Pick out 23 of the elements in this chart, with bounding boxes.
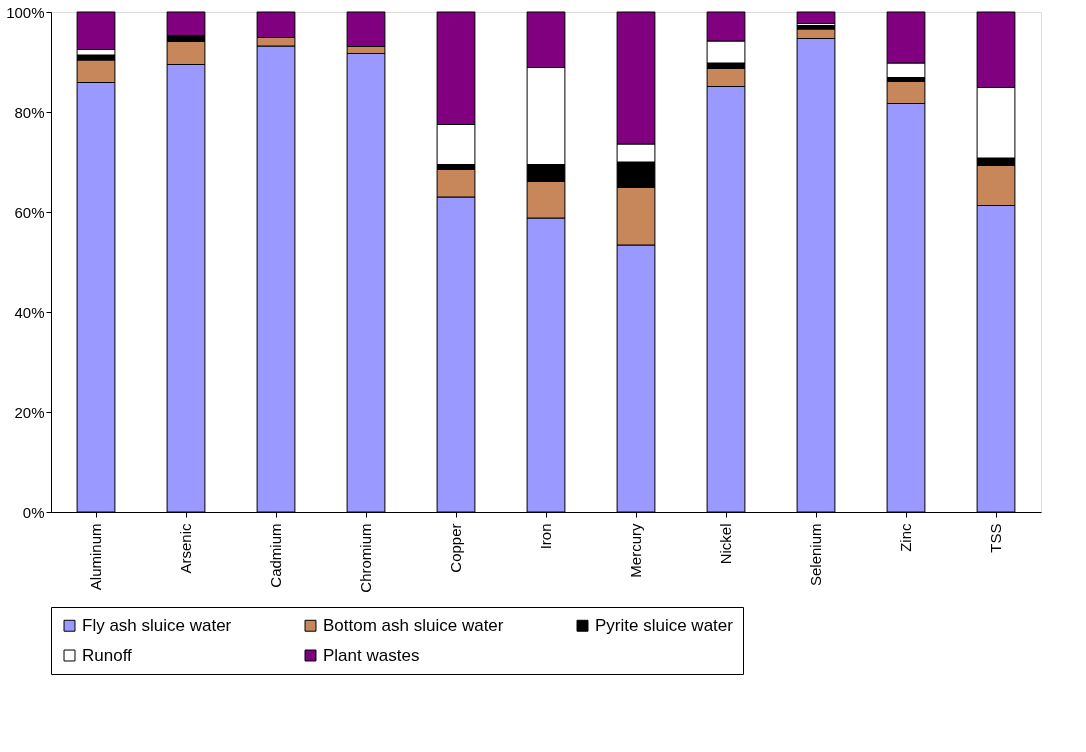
y-tick-label: 80% [14,103,45,121]
x-tick-label: TSS [987,523,1004,553]
x-tick-label: Arsenic [177,523,194,574]
x-tick-label: Chromium [357,523,374,593]
bar [796,11,836,24]
x-tick-label: Mercury [627,523,644,578]
legend-label: Plant wastes [323,645,420,665]
x-tick-label: Copper [447,523,464,573]
legend-label: Pyrite sluice water [595,615,734,635]
x-tick-label: Zinc [897,523,914,552]
y-tick-label: 60% [14,203,45,221]
x-tick-label: Nickel [717,523,734,565]
legend-label: Bottom ash sluice water [323,615,504,635]
y-tick-label: 0% [22,503,45,521]
y-tick-label: 100% [6,3,45,21]
legend-label: Fly ash sluice water [82,615,232,635]
y-tick-label: 20% [14,403,45,421]
x-tick-label: Aluminum [87,523,104,591]
legend-label: Runoff [82,645,133,665]
x-tick-label: Selenium [807,523,824,587]
y-tick-label: 40% [14,303,45,321]
x-tick-label: Cadmium [267,523,284,588]
x-tick-label: Iron [537,523,554,550]
